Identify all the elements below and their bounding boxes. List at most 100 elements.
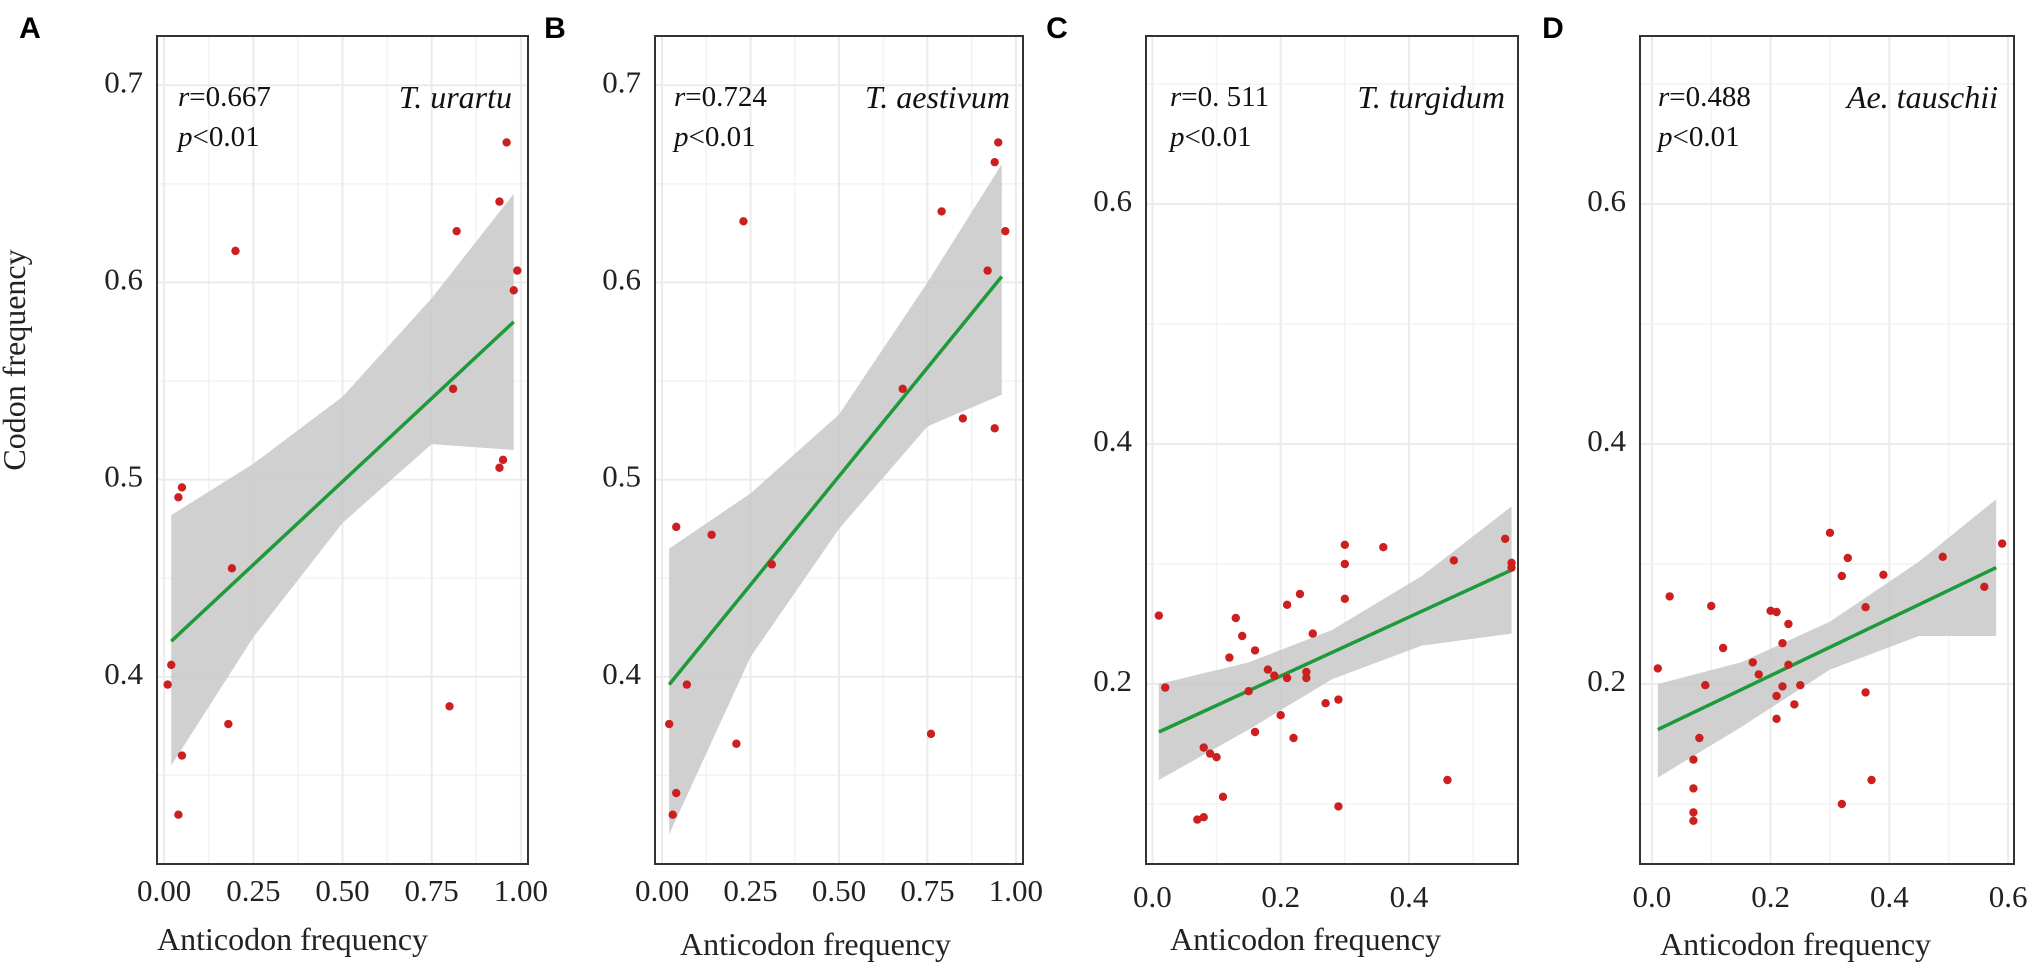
y-tick-label: 0.4 [1587, 423, 1626, 458]
data-point [1718, 643, 1728, 653]
data-point [1784, 619, 1793, 629]
y-tick-label: 0.4 [1093, 423, 1132, 458]
data-point [227, 564, 237, 573]
r-value: =0.724 [685, 81, 767, 113]
data-point [445, 702, 454, 711]
data-point [502, 138, 511, 147]
data-point [1825, 528, 1835, 537]
data-point [1754, 670, 1763, 679]
data-point [1837, 571, 1847, 581]
x-tick-label: 1.00 [989, 873, 1043, 908]
data-point [177, 751, 187, 760]
data-point [1340, 559, 1350, 569]
p-value: <0.01 [689, 121, 756, 153]
data-point [1250, 727, 1260, 737]
data-point [1997, 539, 2007, 548]
data-point [452, 226, 461, 236]
r-statistic: r=0.667 [178, 81, 271, 113]
x-tick-label: 0.00 [635, 873, 689, 908]
y-tick-label: 0.7 [602, 64, 641, 99]
data-point [1238, 631, 1247, 641]
regression-line [170, 320, 515, 643]
species-label: T. aestivum [865, 79, 1010, 115]
plot-frame [1145, 35, 1519, 865]
data-point [1784, 660, 1793, 669]
data-point [167, 660, 176, 670]
x-axis-title: Anticodon frequency [680, 926, 951, 962]
data-point [664, 719, 674, 729]
data-point [174, 493, 183, 502]
r-statistic: r=0.724 [674, 81, 767, 113]
p-symbol: p [1168, 121, 1185, 153]
data-point [1308, 629, 1317, 638]
data-point [1276, 711, 1285, 720]
p-statistic: p<0.01 [672, 121, 756, 153]
data-point [1796, 681, 1805, 690]
data-point [1772, 607, 1781, 617]
data-point [448, 384, 458, 394]
data-point [1689, 784, 1698, 793]
data-point [1231, 613, 1240, 623]
x-tick-label: 0.0 [1133, 879, 1172, 914]
confidence-band [1158, 506, 1512, 780]
y-tick-label: 0.4 [104, 656, 143, 691]
data-point [682, 680, 692, 689]
data-point [1263, 665, 1273, 674]
data-point [1861, 688, 1870, 697]
data-point [1689, 755, 1698, 764]
x-tick-label: 0.0 [1632, 879, 1671, 914]
data-point [672, 788, 681, 798]
data-point [958, 414, 968, 423]
plot-frame [654, 35, 1024, 865]
data-point [1861, 603, 1870, 612]
data-point [1837, 799, 1847, 809]
data-point [1689, 808, 1698, 817]
panel-label: A [19, 12, 41, 45]
data-point [1193, 815, 1202, 824]
p-symbol: p [672, 121, 689, 153]
p-value: <0.01 [1673, 121, 1740, 153]
data-point [163, 680, 172, 689]
x-tick-label: 0.6 [1989, 879, 2028, 914]
data-point [495, 463, 504, 472]
p-value: <0.01 [193, 121, 260, 153]
x-tick-label: 1.00 [494, 873, 548, 908]
confidence-band [1657, 499, 1997, 778]
data-point [767, 560, 776, 569]
data-point [224, 719, 233, 729]
species-label: T. urartu [399, 79, 512, 115]
data-point [1199, 743, 1208, 752]
p-statistic: p<0.01 [1656, 121, 1740, 153]
data-point [926, 729, 936, 739]
regression-line [667, 275, 1004, 686]
panel-label: B [544, 12, 566, 45]
data-point [1707, 601, 1716, 611]
x-tick-label: 0.4 [1390, 879, 1429, 914]
x-tick-label: 0.00 [137, 873, 191, 908]
x-tick-label: 0.2 [1261, 879, 1300, 914]
p-symbol: p [1656, 121, 1673, 153]
confidence-band [669, 164, 1002, 835]
panel-b: Br=0.724 p<0.01 T. aestivum 0.00 0.25 0.50 0.7… [544, 12, 1043, 962]
data-point [1689, 816, 1698, 825]
data-point [1244, 687, 1253, 696]
data-point [1001, 226, 1010, 236]
r-symbol: r [178, 81, 190, 113]
data-point [1778, 682, 1787, 691]
x-tick-label: 0.2 [1751, 879, 1790, 914]
data-point [1772, 691, 1781, 701]
data-point [1289, 733, 1298, 743]
y-tick-label: 0.5 [104, 459, 143, 494]
data-point [994, 138, 1003, 147]
data-point [1154, 611, 1164, 620]
x-tick-label: 0.50 [812, 873, 866, 908]
data-point [732, 739, 741, 748]
panel-d: Dr=0.488 p<0.01 Ae. tauschii 0.0 0.2 0.4 0.6 0.… [1542, 12, 2027, 962]
data-point [1443, 775, 1452, 785]
panel-a: Ar=0.667 p<0.01 T. urartu 0.00 0.25 0.50 0.75 1… [0, 12, 548, 957]
data-point [1778, 639, 1787, 648]
data-point [1938, 552, 1947, 561]
data-point [1218, 792, 1228, 801]
x-tick-label: 0.50 [315, 873, 369, 908]
